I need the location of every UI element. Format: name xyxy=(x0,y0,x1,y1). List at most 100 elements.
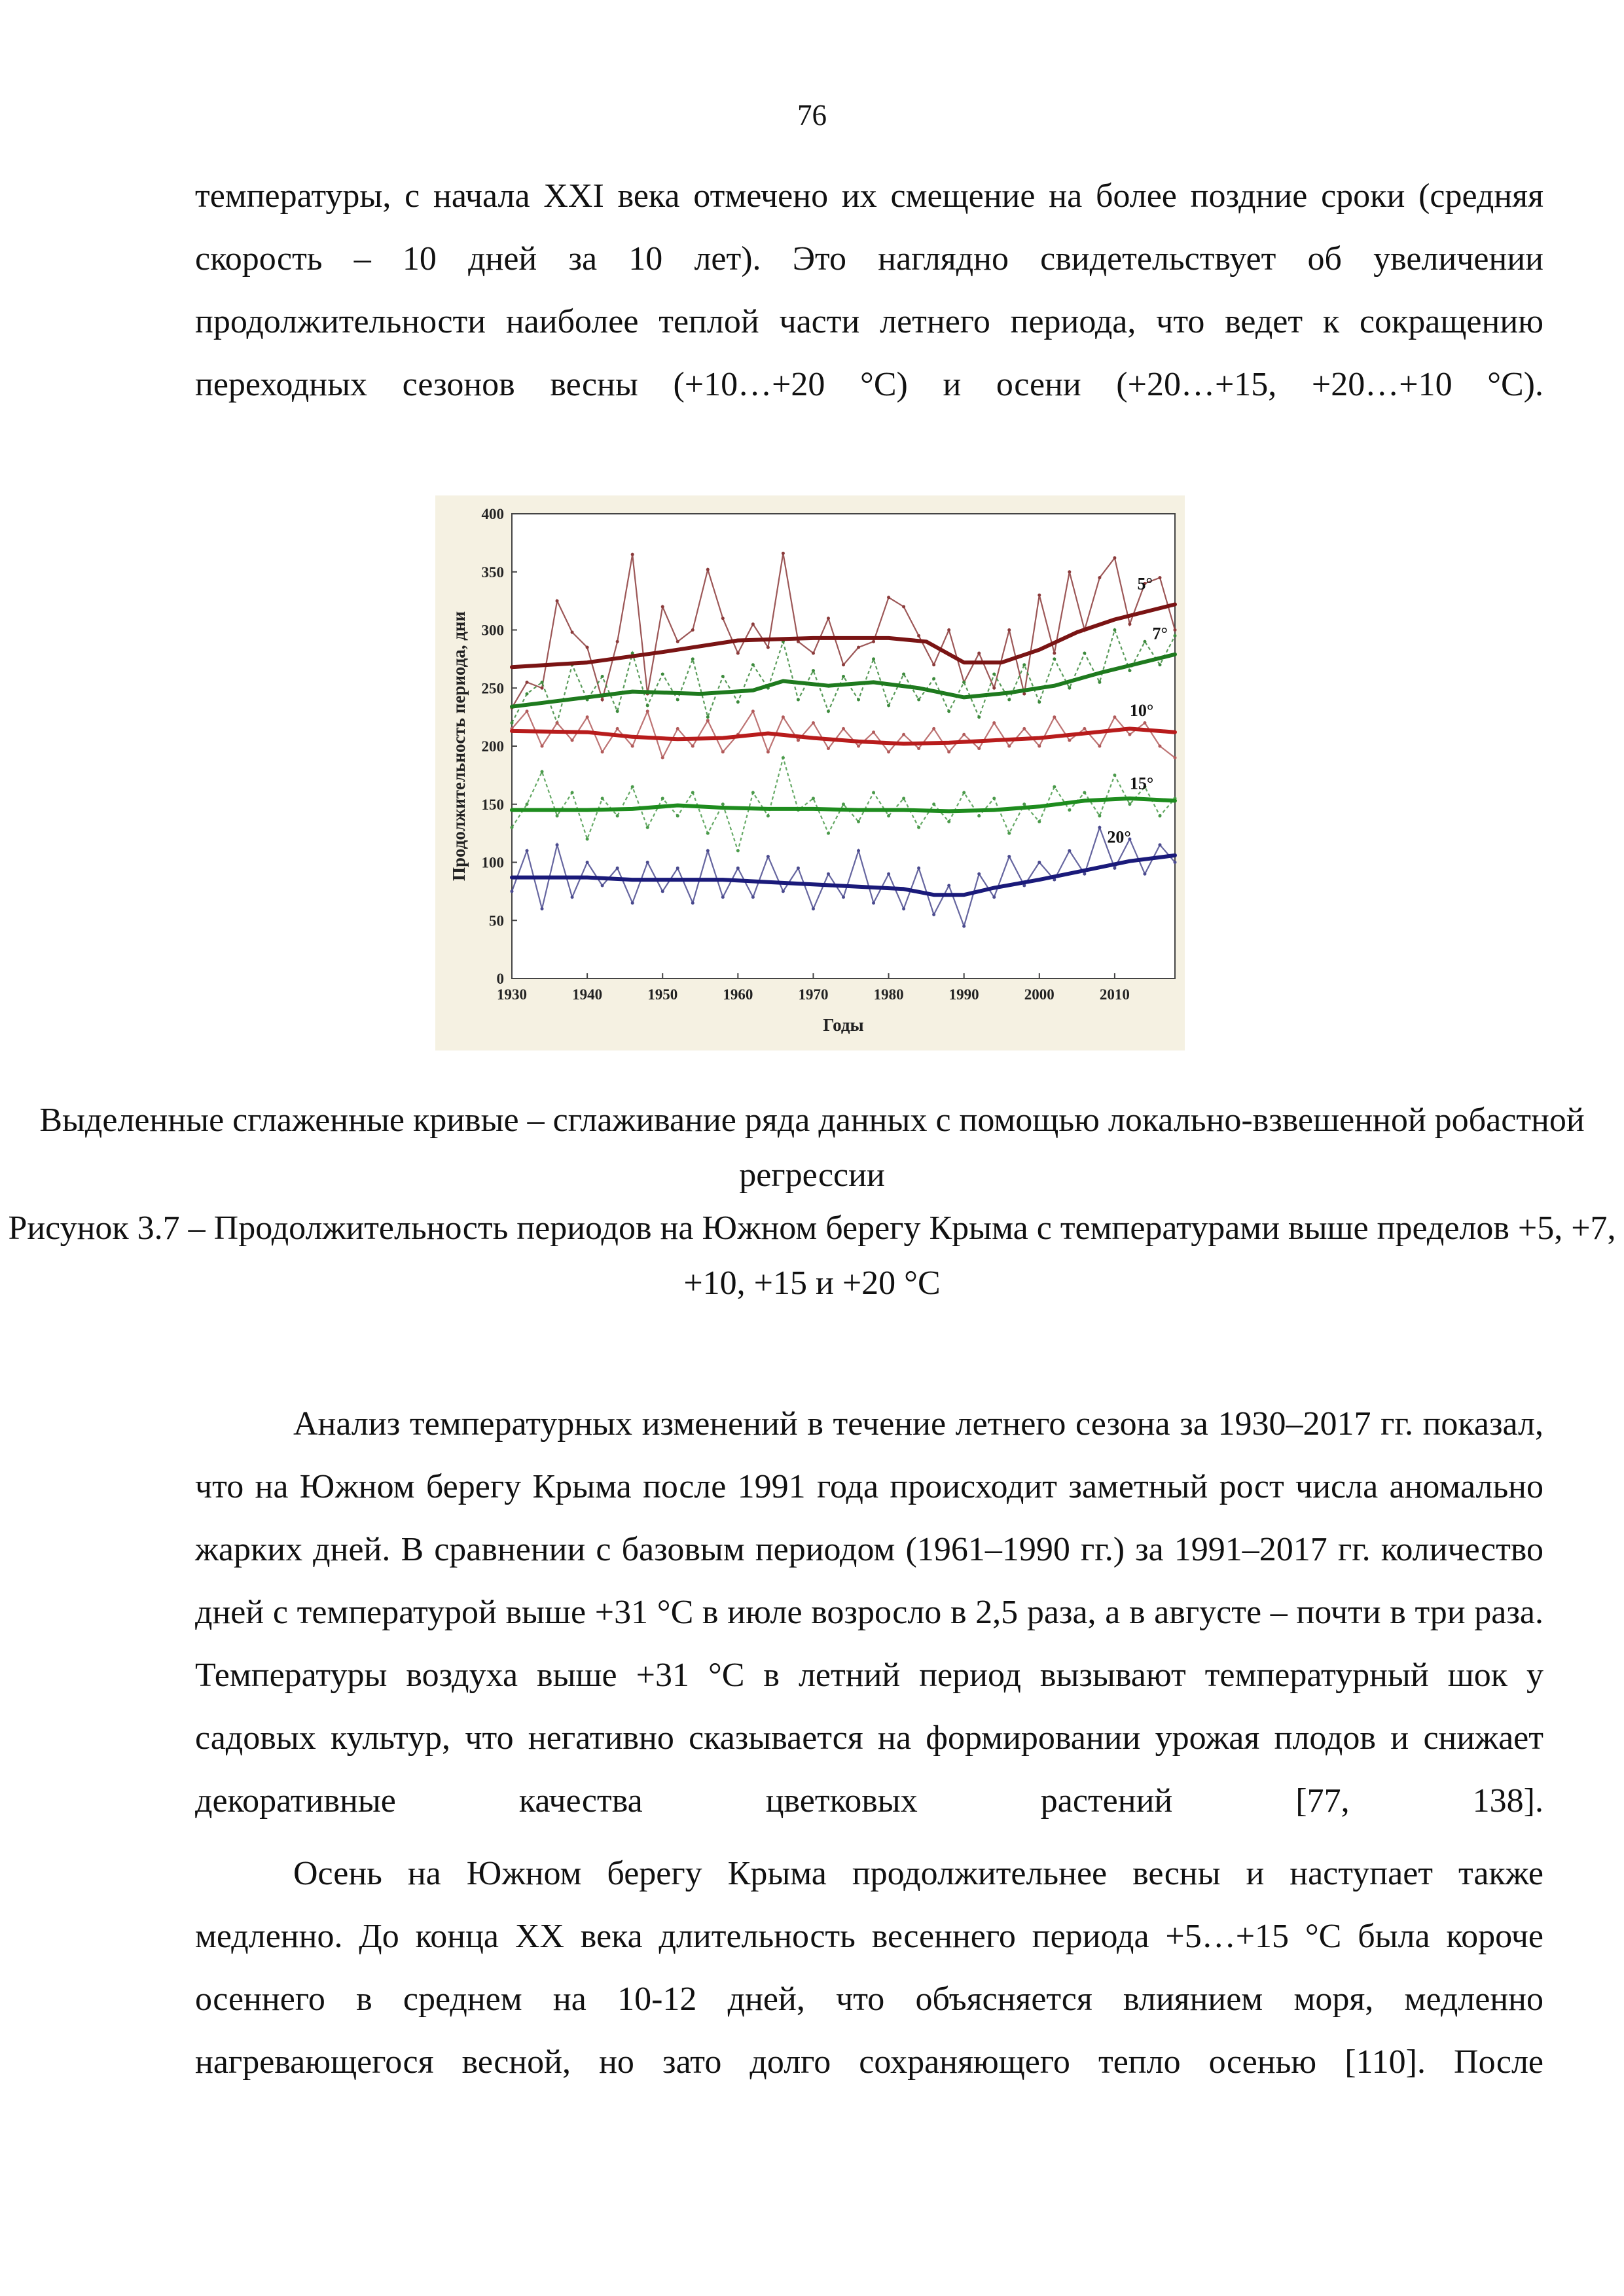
y-tick-label: 50 xyxy=(489,912,504,929)
data-point xyxy=(796,639,800,643)
data-point xyxy=(736,651,740,655)
data-point xyxy=(811,721,815,725)
y-tick-label: 150 xyxy=(482,797,505,813)
data-point xyxy=(706,849,710,853)
data-point xyxy=(1007,628,1011,632)
data-point xyxy=(660,889,664,893)
data-point xyxy=(857,819,861,823)
data-point xyxy=(1007,698,1011,702)
data-point xyxy=(872,730,876,734)
data-point xyxy=(1022,726,1026,730)
y-axis-label: Продолжительность периода, дни xyxy=(449,611,469,881)
data-point xyxy=(1173,756,1177,760)
data-point xyxy=(721,802,725,806)
x-axis-label: Годы xyxy=(823,1015,863,1035)
data-point xyxy=(796,698,800,702)
data-point xyxy=(721,617,725,620)
data-point xyxy=(781,756,785,760)
data-point xyxy=(1173,628,1177,632)
data-point xyxy=(1038,861,1041,864)
data-point xyxy=(992,686,996,690)
data-point xyxy=(660,756,664,760)
series-label: 7° xyxy=(1152,624,1167,643)
data-point xyxy=(540,907,544,910)
data-point xyxy=(842,895,845,899)
data-point xyxy=(721,675,725,678)
x-tick-label: 1970 xyxy=(798,986,828,1003)
data-point xyxy=(540,744,544,748)
paragraph-3: Осень на Южном берегу Крыма продолжитель… xyxy=(195,1855,1543,2081)
y-tick-label: 250 xyxy=(482,680,505,696)
series-smooth-line xyxy=(510,853,1177,897)
data-point xyxy=(691,744,695,748)
data-point xyxy=(766,814,770,817)
data-point xyxy=(1068,570,1072,574)
data-point xyxy=(1098,825,1102,829)
data-point xyxy=(1143,582,1147,585)
data-point xyxy=(977,715,981,719)
data-point xyxy=(751,791,755,795)
data-point xyxy=(736,849,740,853)
data-point xyxy=(781,715,785,719)
data-point xyxy=(826,872,830,876)
data-point xyxy=(510,825,514,829)
data-point xyxy=(887,704,891,708)
data-point xyxy=(1143,721,1147,725)
figure-note: Выделенные сглаженные кривые – сглаживан… xyxy=(39,1102,1585,1194)
data-point xyxy=(811,797,815,800)
data-point xyxy=(736,700,740,704)
data-point xyxy=(1053,785,1056,789)
data-point xyxy=(902,797,906,800)
series-label: 10° xyxy=(1130,701,1153,720)
data-point xyxy=(932,726,936,730)
data-point xyxy=(842,675,845,678)
data-point xyxy=(1053,657,1056,661)
y-tick-label: 100 xyxy=(482,855,505,871)
data-point xyxy=(947,628,951,632)
data-point xyxy=(721,750,725,754)
y-tick-label: 200 xyxy=(482,738,505,755)
data-point xyxy=(570,895,574,899)
data-point xyxy=(902,732,906,736)
data-point xyxy=(766,750,770,754)
data-point xyxy=(555,599,559,603)
data-point xyxy=(977,872,981,876)
duration-chart: 0 50 100 150 200 250 300 350 400 1930 1940 1950 1960… xyxy=(449,506,1177,1035)
series-label: 20° xyxy=(1107,827,1130,846)
data-point xyxy=(615,814,619,817)
data-point xyxy=(826,709,830,713)
data-point xyxy=(600,884,604,888)
data-point xyxy=(615,639,619,643)
data-point xyxy=(525,709,529,713)
data-point xyxy=(947,884,951,888)
data-point xyxy=(872,901,876,905)
data-point xyxy=(600,675,604,678)
data-point xyxy=(1083,651,1087,655)
data-point xyxy=(615,726,619,730)
data-point xyxy=(947,750,951,754)
data-point xyxy=(1053,878,1056,882)
data-point xyxy=(615,709,619,713)
data-point xyxy=(1022,802,1026,806)
series-label: 15° xyxy=(1130,774,1153,793)
data-point xyxy=(585,861,589,864)
data-point xyxy=(1128,837,1132,841)
data-point xyxy=(1038,593,1041,597)
data-point xyxy=(917,698,921,702)
data-point xyxy=(676,698,679,702)
data-point xyxy=(872,657,876,661)
data-point xyxy=(660,797,664,800)
data-point xyxy=(615,866,619,870)
data-point xyxy=(660,605,664,609)
data-point xyxy=(1038,700,1041,704)
data-point xyxy=(917,825,921,829)
data-point xyxy=(691,791,695,795)
data-point xyxy=(585,837,589,841)
data-point xyxy=(1083,726,1087,730)
data-point xyxy=(1053,651,1056,655)
data-point xyxy=(811,907,815,910)
x-tick-label: 1960 xyxy=(723,986,753,1003)
data-point xyxy=(857,698,861,702)
y-tick-label: 350 xyxy=(482,564,505,581)
series-smooth-line xyxy=(510,652,1177,709)
